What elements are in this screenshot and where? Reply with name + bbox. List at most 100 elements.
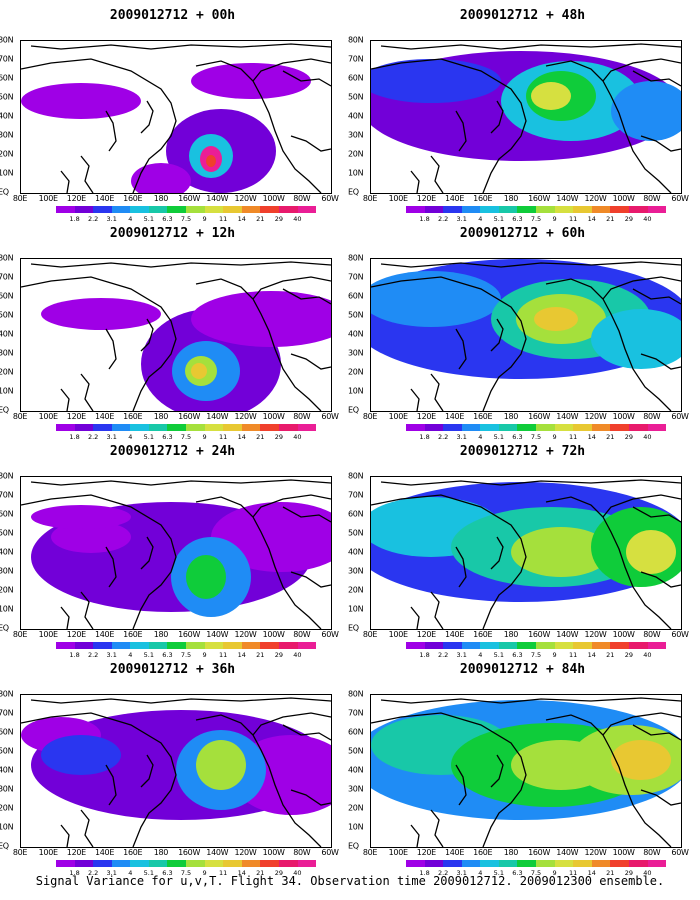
colorbar	[56, 860, 317, 867]
longitude-label: 60W	[671, 412, 689, 421]
latitude-label: EQ	[0, 623, 9, 633]
colorbar-label: 14	[587, 215, 596, 223]
colorbar-label: 9	[552, 215, 557, 223]
colorbar-label: 14	[587, 433, 596, 441]
coastline	[105, 764, 117, 806]
colorbar-swatch	[260, 642, 279, 649]
colorbar-swatch	[536, 642, 555, 649]
colorbar-label: 6.3	[512, 215, 523, 223]
longitude-label: 120E	[66, 848, 86, 857]
colorbar-label: 2.2	[87, 869, 99, 877]
coastline	[140, 100, 154, 134]
longitude-label: 60W	[321, 412, 339, 421]
coastline	[430, 155, 444, 193]
colorbar-swatch	[74, 642, 94, 649]
colorbar-label: 5.1	[493, 215, 505, 223]
colorbar-swatch	[56, 424, 75, 431]
longitude-label: 100W	[612, 194, 635, 203]
latitude-label: 10N	[348, 168, 364, 178]
colorbar-swatch	[406, 424, 425, 431]
colorbar-label: 2.2	[437, 869, 449, 877]
colorbar-swatch	[223, 642, 242, 649]
longitude-label: 80E	[12, 848, 28, 857]
colorbar-label: 2.2	[87, 215, 99, 223]
latitude-label: EQ	[348, 187, 359, 197]
colorbar-label: 5.1	[493, 433, 505, 441]
coastline	[380, 261, 681, 268]
colorbar-label: 14	[587, 651, 596, 659]
variance-contour	[21, 83, 141, 119]
colorbar-label: 21	[606, 651, 615, 659]
colorbar-swatch	[111, 642, 131, 649]
colorbar-swatch	[130, 206, 149, 213]
colorbar-swatch	[554, 206, 574, 213]
colorbar-swatch	[517, 860, 537, 867]
longitude-label: 140W	[206, 412, 229, 421]
coastline	[640, 571, 681, 588]
colorbar-swatch	[93, 642, 112, 649]
colorbar-label: 11	[569, 215, 578, 223]
variance-contour	[626, 530, 676, 574]
coastline	[105, 110, 117, 152]
variance-contour	[191, 363, 207, 379]
longitude-label: 120E	[416, 412, 436, 421]
coastline	[455, 328, 467, 370]
coastline	[290, 353, 331, 370]
variance-map	[20, 40, 332, 194]
map-canvas	[371, 697, 681, 847]
colorbar-swatch	[628, 206, 648, 213]
latitude-label: 30N	[0, 566, 14, 576]
latitude-label: 20N	[0, 803, 14, 813]
longitude-label: 160W	[178, 848, 201, 857]
coastline	[455, 764, 467, 806]
coastline	[632, 70, 681, 87]
longitude-label: 140E	[444, 630, 465, 639]
coastline	[602, 494, 681, 518]
coastline	[430, 809, 444, 847]
latitude-label: 20N	[0, 585, 14, 595]
colorbar	[406, 642, 667, 649]
colorbar-swatch	[111, 424, 131, 431]
coastline	[60, 388, 70, 411]
colorbar-swatch	[517, 206, 537, 213]
colorbar-swatch	[130, 424, 149, 431]
colorbar-label: 21	[606, 869, 615, 877]
colorbar-label: 7.5	[180, 651, 192, 659]
latitude-label: 80N	[0, 253, 14, 263]
colorbar-swatch	[167, 860, 187, 867]
longitude-label: 80W	[643, 630, 661, 639]
coastline	[371, 276, 527, 411]
colorbar-label: 14	[237, 869, 246, 877]
colorbar-swatch	[148, 206, 168, 213]
colorbar-swatch	[278, 206, 298, 213]
latitude-label: 70N	[348, 708, 364, 718]
latitude-label: 70N	[348, 490, 364, 500]
colorbar-swatch	[297, 860, 317, 867]
latitude-label: 60N	[348, 73, 364, 83]
latitude-label: 30N	[0, 130, 14, 140]
coastline	[195, 714, 322, 847]
colorbar-swatch	[498, 642, 518, 649]
colorbar-label: 5.1	[143, 215, 155, 223]
coastline	[371, 58, 527, 193]
colorbar-swatch	[461, 642, 481, 649]
variance-contour	[196, 740, 246, 790]
longitude-label: 100E	[388, 412, 408, 421]
colorbar-swatch	[647, 642, 667, 649]
longitude-label: 80E	[362, 194, 378, 203]
longitude-label: 100W	[262, 630, 285, 639]
latitude-label: 40N	[0, 329, 14, 339]
latitude-label: 50N	[0, 746, 14, 756]
coastline	[21, 494, 177, 629]
coastline	[80, 591, 94, 629]
map-panel: 2009012712 + 84h 80N 70N 60N 50N 40N 30N 20N 10N…	[348, 654, 695, 877]
colorbar-swatch	[204, 206, 224, 213]
colorbar-label: 29	[274, 869, 283, 877]
colorbar-label: 21	[256, 651, 265, 659]
latitude-label: 10N	[0, 386, 14, 396]
colorbar-label: 6.3	[512, 651, 523, 659]
longitude-label: 120W	[234, 630, 257, 639]
map-panel: 2009012712 + 36h 80N 70N 60N 50N 40N 30N 20N 10N…	[0, 654, 345, 877]
colorbar-label: 5.1	[493, 651, 505, 659]
latitude-label: 70N	[0, 708, 14, 718]
